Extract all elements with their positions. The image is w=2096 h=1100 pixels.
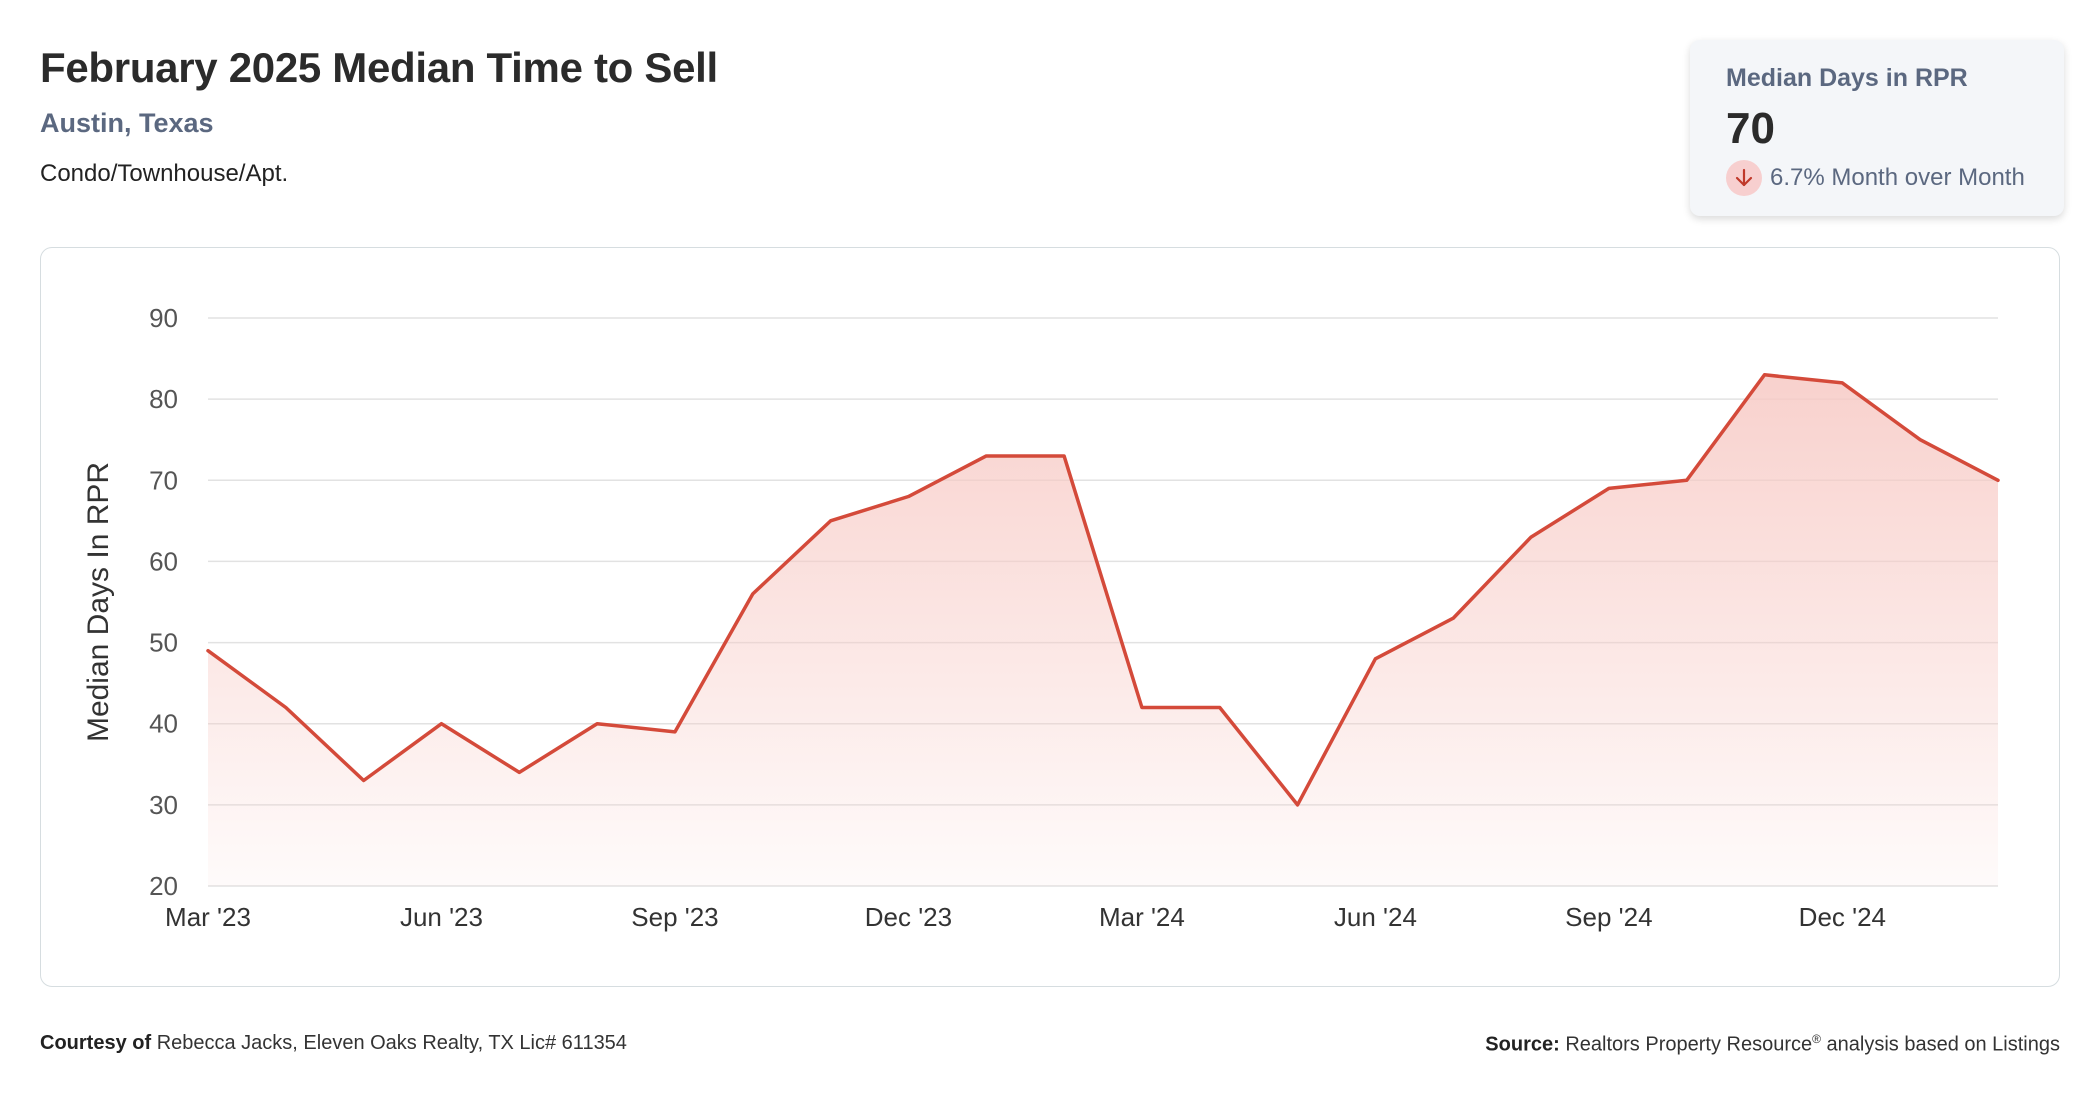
source-suffix: analysis based on Listings — [1826, 1033, 2060, 1056]
x-tick-label: Jun '23 — [400, 902, 483, 932]
data-point — [1451, 616, 1455, 620]
y-axis-label: Median Days In RPR — [82, 462, 115, 742]
y-tick-label: 30 — [149, 790, 178, 820]
data-point — [673, 730, 677, 734]
data-point — [1607, 486, 1611, 490]
data-point — [362, 779, 366, 783]
x-tick-label: Dec '24 — [1799, 902, 1886, 932]
data-point — [1996, 478, 2000, 482]
data-point — [517, 770, 521, 774]
time-to-sell-chart: 20 30 40 50 60 70 80 90 Mar '23 Jun '23 Sep '23 Dec… — [82, 303, 2000, 932]
data-point — [984, 454, 988, 458]
y-tick-label: 70 — [149, 465, 178, 495]
data-point — [1218, 705, 1222, 709]
y-tick-label: 20 — [149, 871, 178, 901]
y-tick-label: 60 — [149, 546, 178, 576]
x-tick-label: Mar '23 — [165, 902, 251, 932]
courtesy-footer: Courtesy of Rebecca Jacks, Eleven Oaks R… — [40, 1032, 627, 1055]
stat-value: 70 — [1726, 104, 1775, 153]
location-subtitle: Austin, Texas — [40, 108, 214, 138]
x-tick-label: Sep '23 — [631, 902, 718, 932]
y-tick-label: 90 — [149, 303, 178, 333]
x-tick-label: Jun '24 — [1334, 902, 1417, 932]
x-tick-label: Mar '24 — [1099, 902, 1185, 932]
area-fill — [208, 374, 1998, 886]
data-point — [1529, 535, 1533, 539]
property-type-label: Condo/Townhouse/Apt. — [40, 160, 289, 187]
data-point — [1373, 657, 1377, 661]
stat-change-text: 6.7% Month over Month — [1770, 164, 2025, 191]
y-tick-label: 80 — [149, 384, 178, 414]
courtesy-label: Courtesy of — [40, 1032, 152, 1054]
data-point — [1062, 454, 1066, 458]
data-point — [439, 722, 443, 726]
data-point — [1296, 803, 1300, 807]
data-point — [1763, 373, 1767, 377]
y-tick-label: 50 — [149, 628, 178, 658]
data-point — [829, 519, 833, 523]
y-tick-label: 40 — [149, 709, 178, 739]
median-days-stat-card: Median Days in RPR 70 6.7% Month over Mo… — [1690, 40, 2064, 216]
data-point — [751, 592, 755, 596]
stat-label: Median Days in RPR — [1726, 64, 1968, 92]
x-tick-label: Sep '24 — [1565, 902, 1652, 932]
x-tick-label: Dec '23 — [865, 902, 952, 932]
stat-change: 6.7% Month over Month — [1726, 160, 2025, 196]
source-text: Realtors Property Resource — [1565, 1033, 1813, 1056]
registered-mark: ® — [1812, 1032, 1821, 1046]
data-point — [1840, 381, 1844, 385]
arrow-down-icon — [1726, 160, 1762, 196]
data-point — [1140, 705, 1144, 709]
chart-container — [40, 247, 2060, 987]
series-line — [206, 373, 2000, 807]
page-title: February 2025 Median Time to Sell — [40, 44, 718, 91]
data-point — [595, 722, 599, 726]
source-label: Source: — [1485, 1033, 1560, 1056]
source-footer: Source: Realtors Property Resource® anal… — [1485, 1032, 2060, 1057]
data-point — [284, 705, 288, 709]
data-point — [206, 649, 210, 653]
courtesy-text: Rebecca Jacks, Eleven Oaks Realty, TX Li… — [156, 1032, 627, 1054]
data-point — [1918, 438, 1922, 442]
data-point — [1685, 478, 1689, 482]
data-point — [906, 495, 910, 499]
